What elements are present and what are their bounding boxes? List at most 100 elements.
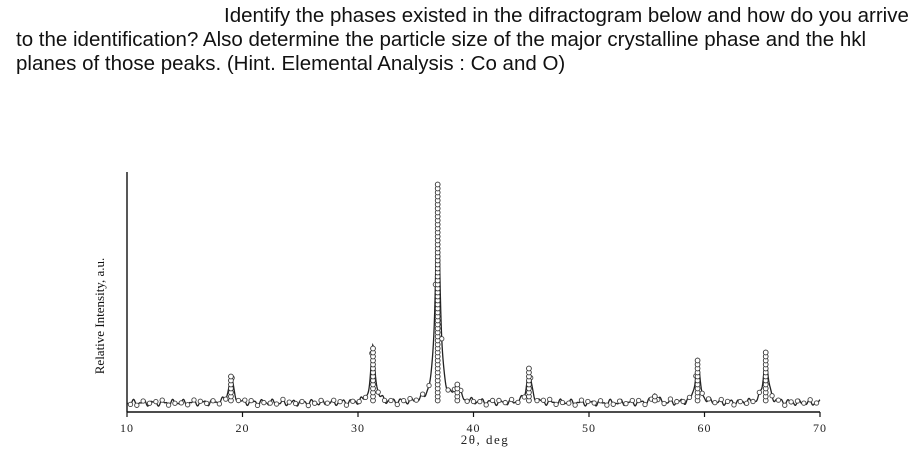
data-point xyxy=(807,397,813,403)
data-point xyxy=(477,399,483,405)
question-text: Identify the phases existed in the difra… xyxy=(16,4,909,75)
data-point xyxy=(318,397,324,404)
data-point xyxy=(597,398,604,404)
y-axis-label: Relative Intensity, a.u. xyxy=(92,258,107,375)
data-point xyxy=(172,400,178,406)
peak-marker xyxy=(434,181,441,404)
data-point xyxy=(362,394,369,401)
data-point xyxy=(686,394,693,401)
data-point xyxy=(375,389,381,395)
data-point xyxy=(350,398,356,404)
peak-marker xyxy=(762,349,769,404)
x-axis-label: 2θ, deg xyxy=(461,432,510,447)
data-point xyxy=(718,396,724,403)
data-point xyxy=(750,398,756,405)
data-point xyxy=(540,397,547,403)
data-point xyxy=(642,401,648,408)
data-point xyxy=(604,402,610,408)
peak-marker xyxy=(228,373,234,404)
data-point xyxy=(566,400,572,406)
data-point xyxy=(191,397,197,403)
data-point xyxy=(242,397,248,403)
data-point xyxy=(470,398,477,405)
data-point xyxy=(286,399,292,405)
data-point xyxy=(153,398,159,405)
data-point xyxy=(464,398,470,404)
data-point xyxy=(400,397,407,404)
data-point xyxy=(680,398,686,405)
data-point xyxy=(248,397,254,404)
data-point xyxy=(280,396,286,403)
data-point xyxy=(591,400,597,406)
data-point xyxy=(744,400,750,406)
data-point xyxy=(312,400,318,406)
data-point xyxy=(204,400,210,407)
data-point xyxy=(515,399,521,405)
data-point xyxy=(775,397,782,403)
data-point xyxy=(553,401,559,407)
data-point xyxy=(292,400,299,407)
data-point xyxy=(165,402,172,408)
data-point xyxy=(394,401,400,408)
data-point xyxy=(127,401,134,408)
data-point xyxy=(343,402,350,408)
data-point xyxy=(420,391,426,397)
data-point xyxy=(210,398,216,404)
xrd-trace-line xyxy=(126,183,821,407)
data-point xyxy=(705,396,712,402)
peak-marker xyxy=(651,393,658,404)
data-point xyxy=(769,393,775,399)
data-point xyxy=(273,401,280,407)
data-point xyxy=(610,401,616,407)
data-point xyxy=(407,395,413,402)
data-point xyxy=(413,397,419,403)
data-point xyxy=(381,397,388,403)
x-tick-label: 70 xyxy=(813,421,827,435)
data-point xyxy=(337,399,343,405)
data-point xyxy=(502,399,508,406)
peak-marker xyxy=(694,357,701,404)
data-point xyxy=(737,398,743,405)
data-point xyxy=(324,400,331,406)
data-point xyxy=(489,397,496,404)
data-point xyxy=(756,389,763,396)
x-tick-label: 10 xyxy=(120,421,134,435)
data-point xyxy=(331,397,337,403)
data-point xyxy=(305,402,311,409)
peak-marker xyxy=(370,345,376,404)
data-point xyxy=(782,402,788,408)
x-tick-label: 40 xyxy=(467,421,481,435)
data-point xyxy=(197,398,203,404)
data-point xyxy=(547,396,553,403)
data-point xyxy=(134,402,140,408)
data-point xyxy=(235,397,242,404)
data-point xyxy=(667,396,674,402)
data-point xyxy=(356,398,362,405)
data-point xyxy=(788,399,794,405)
data-point xyxy=(508,396,515,403)
data-point xyxy=(216,401,223,407)
data-point xyxy=(140,398,146,404)
data-markers xyxy=(127,181,820,409)
data-point xyxy=(146,400,153,406)
data-point xyxy=(178,400,184,406)
diffraction-trace xyxy=(126,183,821,407)
data-point xyxy=(572,402,578,408)
data-point xyxy=(661,400,667,407)
data-point xyxy=(559,399,566,406)
x-tick-label: 60 xyxy=(698,421,712,435)
data-point xyxy=(299,398,305,405)
data-point xyxy=(629,397,635,404)
data-point xyxy=(521,394,527,400)
data-point xyxy=(496,397,502,404)
data-point xyxy=(801,400,807,406)
data-point xyxy=(585,398,591,405)
data-point xyxy=(731,402,737,408)
data-point xyxy=(636,397,642,404)
data-point xyxy=(159,397,165,403)
x-tick-label: 50 xyxy=(582,421,596,435)
data-point xyxy=(254,402,261,408)
data-point xyxy=(483,402,489,408)
